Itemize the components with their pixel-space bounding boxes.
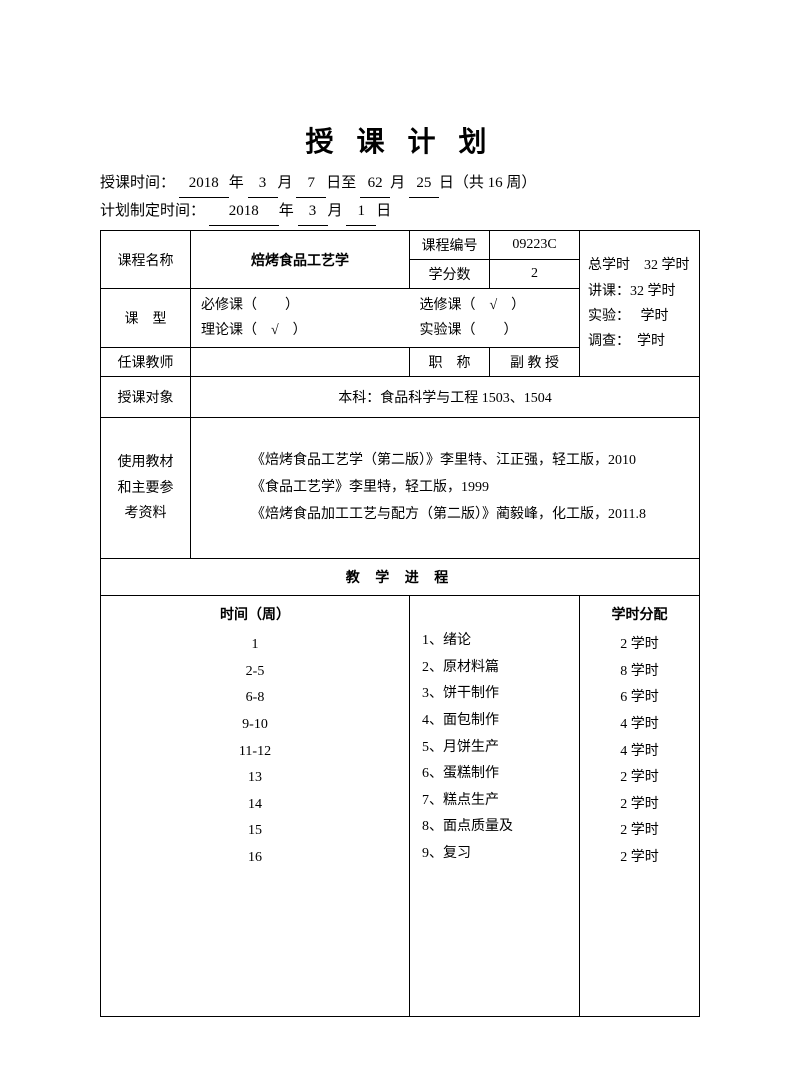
hours-summary: 总学时 32 学时 讲课：32 学时 实验： 学时 调查： 学时 — [580, 231, 700, 377]
content-item: 7、糕点生产 — [422, 788, 567, 815]
elective-course: 选修课（ √ ） — [420, 298, 526, 313]
materials-label-2: 和主要参 — [118, 481, 174, 496]
week-item: 9-10 — [113, 712, 397, 739]
weeks: 16 — [488, 175, 503, 191]
ref1: 《焙烤食品工艺学（第二版）》李里特、江正强，轻工版，2010 — [251, 453, 636, 468]
year1: 2018 — [179, 170, 229, 198]
ref3: 《焙烤食品加工工艺与配方（第二版）》蔺毅峰，化工版，2011.8 — [251, 507, 646, 522]
course-code-label: 课程编号 — [410, 231, 490, 260]
content-item: 2、原材料篇 — [422, 655, 567, 682]
hours-item: 4 学时 — [592, 739, 687, 766]
week-item: 13 — [113, 765, 397, 792]
survey-hours: 调查： 学时 — [588, 334, 665, 349]
week-list: 12-56-89-1011-1213141516 — [113, 632, 397, 871]
course-type-right: 选修课（ √ ） 实验课（ ） — [410, 289, 580, 348]
plan-time-line: 计划制定时间： 2018年 3月 1日 — [100, 198, 700, 226]
schedule-hours: 学时分配 2 学时8 学时6 学时4 学时4 学时2 学时2 学时2 学时2 学… — [580, 596, 700, 1016]
exp-hours: 实验： 学时 — [588, 309, 669, 324]
content-item: 4、面包制作 — [422, 708, 567, 735]
materials-content: 《焙烤食品工艺学（第二版）》李里特、江正强，轻工版，2010 《食品工艺学》李里… — [191, 418, 700, 559]
schedule-content: 1、绪论2、原材料篇3、饼干制作4、面包制作5、月饼生产6、蛋糕制作7、糕点生产… — [410, 596, 580, 1016]
content-item: 3、饼干制作 — [422, 681, 567, 708]
course-type-label: 课 型 — [101, 289, 191, 348]
month1: 3 — [248, 170, 278, 198]
course-type-left: 必修课（ ） 理论课（ √ ） — [191, 289, 410, 348]
hours-item: 2 学时 — [592, 818, 687, 845]
week-item: 6-8 — [113, 685, 397, 712]
lab-course: 实验课（ ） — [420, 323, 518, 338]
content-item: 1、绪论 — [422, 628, 567, 655]
content-item: 9、复习 — [422, 841, 567, 868]
hours-item: 2 学时 — [592, 765, 687, 792]
theory-course: 理论课（ √ ） — [201, 323, 307, 338]
content-item: 6、蛋糕制作 — [422, 761, 567, 788]
page-title: 授 课 计 划 — [100, 120, 700, 160]
content-list: 1、绪论2、原材料篇3、饼干制作4、面包制作5、月饼生产6、蛋糕制作7、糕点生产… — [422, 628, 567, 867]
content-item: 5、月饼生产 — [422, 735, 567, 762]
week-item: 1 — [113, 632, 397, 659]
week-item: 11-12 — [113, 739, 397, 766]
week-item: 14 — [113, 792, 397, 819]
materials-label-1: 使用教材 — [118, 455, 174, 470]
course-name: 焙烤食品工艺学 — [191, 231, 410, 289]
total-hours-label: 总学时 — [588, 258, 630, 273]
week-item: 2-5 — [113, 659, 397, 686]
week-item: 15 — [113, 818, 397, 845]
content-item: 8、面点质量及 — [422, 814, 567, 841]
time-header: 时间（周） — [113, 604, 397, 624]
title-label: 职 称 — [410, 348, 490, 377]
day1: 7 — [296, 170, 326, 198]
plan-year: 2018 — [209, 198, 279, 226]
info-table: 课程名称 焙烤食品工艺学 课程编号 09223C 总学时 32 学时 讲课：32… — [100, 230, 700, 1017]
lecture-hours: 讲课：32 学时 — [588, 284, 676, 299]
hours-list: 2 学时8 学时6 学时4 学时4 学时2 学时2 学时2 学时2 学时 — [592, 632, 687, 871]
hours-item: 6 学时 — [592, 685, 687, 712]
plan-day: 1 — [346, 198, 376, 226]
materials-label: 使用教材 和主要参 考资料 — [101, 418, 191, 559]
audience-label: 授课对象 — [101, 377, 191, 418]
credit-value: 2 — [490, 260, 580, 289]
teach-time-label: 授课时间： — [100, 175, 175, 191]
hours-header: 学时分配 — [592, 604, 687, 624]
teacher-value — [191, 348, 410, 377]
month2: 62 — [360, 170, 390, 198]
hours-item: 4 学时 — [592, 712, 687, 739]
week-item: 16 — [113, 845, 397, 872]
plan-month: 3 — [298, 198, 328, 226]
credit-label: 学分数 — [410, 260, 490, 289]
hours-item: 2 学时 — [592, 632, 687, 659]
hours-item: 2 学时 — [592, 845, 687, 872]
progress-header: 教 学 进 程 — [101, 559, 700, 596]
total-hours: 32 学时 — [644, 258, 690, 273]
teacher-label: 任课教师 — [101, 348, 191, 377]
hours-item: 2 学时 — [592, 792, 687, 819]
schedule-weeks: 时间（周） 12-56-89-1011-1213141516 — [101, 596, 410, 1016]
course-code: 09223C — [490, 231, 580, 260]
course-name-label: 课程名称 — [101, 231, 191, 289]
hours-item: 8 学时 — [592, 659, 687, 686]
materials-label-3: 考资料 — [125, 506, 167, 521]
teach-time-line: 授课时间： 2018年 3月 7日至 62月 25日（共 16 周） — [100, 170, 700, 198]
required-course: 必修课（ ） — [201, 298, 299, 313]
plan-time-label: 计划制定时间： — [100, 203, 205, 219]
audience-value: 本科：食品科学与工程 1503、1504 — [191, 377, 700, 418]
title-value: 副 教 授 — [490, 348, 580, 377]
day2: 25 — [409, 170, 439, 198]
ref2: 《食品工艺学》李里特，轻工版，1999 — [251, 480, 489, 495]
